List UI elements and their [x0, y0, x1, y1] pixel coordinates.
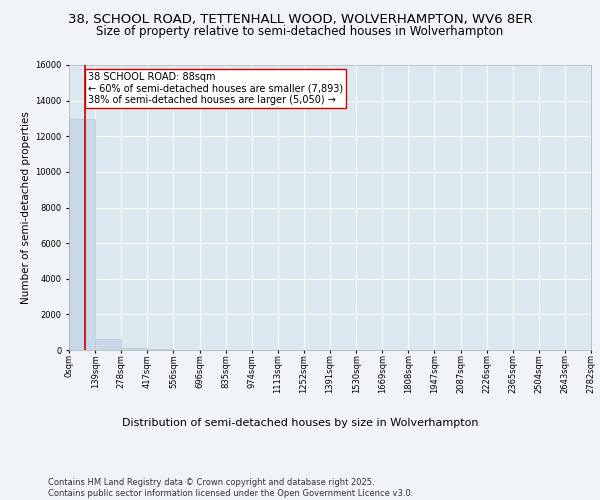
Text: 38, SCHOOL ROAD, TETTENHALL WOOD, WOLVERHAMPTON, WV6 8ER: 38, SCHOOL ROAD, TETTENHALL WOOD, WOLVER… [68, 12, 532, 26]
Text: Distribution of semi-detached houses by size in Wolverhampton: Distribution of semi-detached houses by … [122, 418, 478, 428]
Text: Size of property relative to semi-detached houses in Wolverhampton: Size of property relative to semi-detach… [97, 25, 503, 38]
Y-axis label: Number of semi-detached properties: Number of semi-detached properties [21, 111, 31, 304]
Bar [69, 120, 95, 350]
Text: Contains HM Land Registry data © Crown copyright and database right 2025.
Contai: Contains HM Land Registry data © Crown c… [48, 478, 413, 498]
Bar [121, 348, 148, 350]
Bar [148, 349, 173, 350]
Bar [95, 339, 121, 350]
Text: 38 SCHOOL ROAD: 88sqm
← 60% of semi-detached houses are smaller (7,893)
38% of s: 38 SCHOOL ROAD: 88sqm ← 60% of semi-deta… [88, 72, 343, 106]
